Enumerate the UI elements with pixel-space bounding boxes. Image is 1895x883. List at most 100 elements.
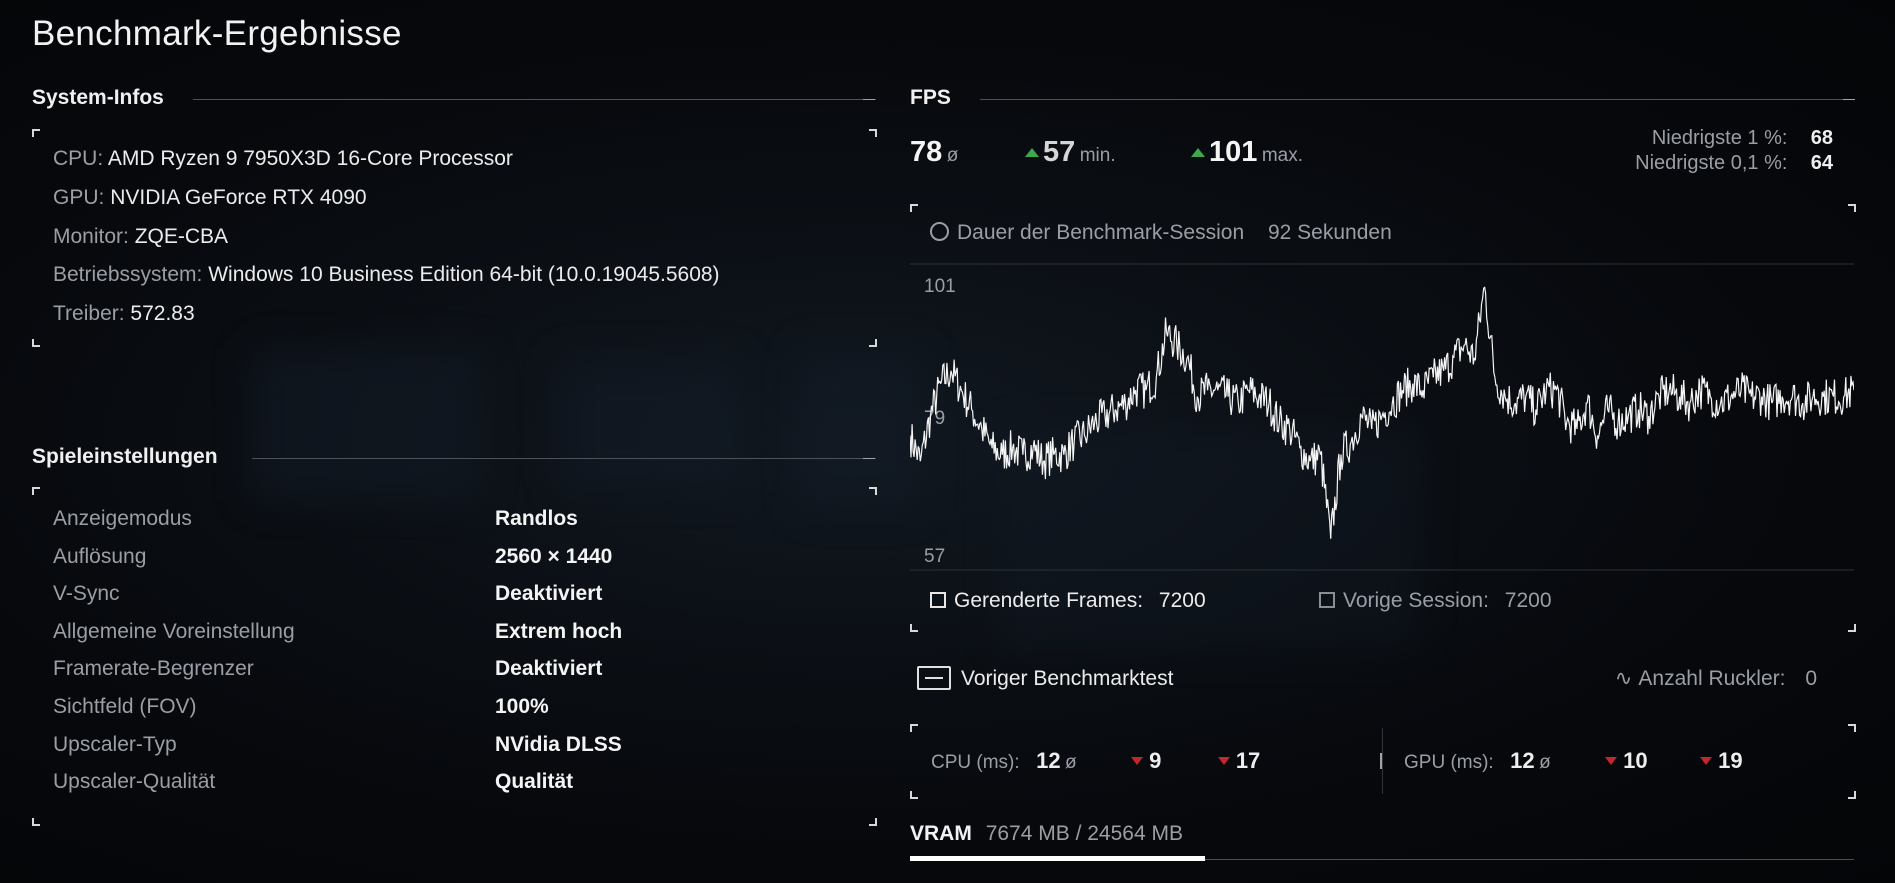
fps-line-segment (1032, 439, 1044, 475)
frame-corner (32, 487, 40, 495)
fps-line-segment (1063, 429, 1075, 470)
fps-line-segment (1473, 286, 1486, 361)
system-label: Betriebssystem: (53, 263, 203, 286)
system-value: ZQE-CBA (134, 225, 229, 248)
fps-line-segment (1709, 396, 1722, 420)
fps-line-segment (1668, 373, 1681, 412)
divider (193, 99, 876, 100)
fps-line-segment (1196, 372, 1209, 412)
rendered-frames: Gerenderte Frames: 7200 (930, 589, 1206, 613)
fps-line-segment (1453, 337, 1465, 362)
setting-label: Auflösung (53, 545, 147, 568)
fps-line-segment (1278, 405, 1291, 446)
fps-line-segment (1484, 286, 1496, 378)
fps-line-segment (1802, 381, 1814, 421)
cpu-avg-unit: ø (1065, 752, 1077, 773)
system-value: AMD Ryzen 9 7950X3D 16-Core Processor (107, 147, 513, 170)
low-01-percent: Niedrigste 0,1 %: 64 (1635, 152, 1833, 175)
fps-line-segment (1463, 337, 1475, 365)
cpu-frametime: CPU (ms): 12 ø 9 17 (931, 748, 1260, 774)
system-row-cpu: CPU: AMD Ryzen 9 7950X3D 16-Core Process… (53, 147, 513, 171)
fps-line-segment (1391, 380, 1404, 419)
vram-usage: VRAM 7674 MB / 24564 MB (910, 822, 1183, 846)
setting-label: Framerate-Begrenzer (53, 657, 254, 680)
fps-line-segment (1258, 382, 1270, 417)
vram-bar (910, 856, 1205, 861)
arrow-down-icon (1131, 757, 1144, 765)
fps-line-segment (1289, 418, 1301, 449)
system-label: GPU: (53, 186, 105, 209)
fps-average-unit: ø (946, 145, 959, 166)
fps-line-segment (919, 415, 932, 462)
stutter-value: 0 (1805, 667, 1817, 690)
rendered-frames-value: 7200 (1158, 589, 1206, 612)
system-row-os: Betriebssystem: Windows 10 Business Edit… (53, 263, 720, 287)
gpu-high-value: 19 (1718, 748, 1743, 773)
setting-label: Sichtfeld (FOV) (53, 695, 197, 718)
frame-corner (910, 204, 918, 212)
setting-label: Allgemeine Voreinstellung (53, 620, 295, 643)
cpu-avg-value: 12 (1036, 748, 1061, 773)
fps-line-segment (1617, 407, 1629, 437)
y-tick-label: 101 (924, 276, 956, 297)
fps-line-segment (1832, 379, 1845, 415)
fps-line-segment (1699, 375, 1711, 410)
low-1-value: 68 (1810, 127, 1833, 149)
fps-line-segment (1268, 388, 1280, 433)
fps-line-segment (1648, 390, 1660, 430)
fps-max-value: 101 (1209, 136, 1258, 168)
fps-line-segment (1176, 331, 1188, 372)
fps-line-segment (1750, 381, 1763, 416)
fps-line-segment (971, 409, 983, 430)
background-shape (250, 350, 480, 500)
fps-line-segment (1740, 372, 1752, 403)
fps-line-segment (1186, 354, 1198, 413)
frame-corner (910, 624, 918, 632)
background-shape (800, 350, 920, 510)
vram-track (910, 859, 1854, 860)
setting-value: Deaktiviert (495, 657, 603, 680)
stutter-count: ∿ Anzahl Ruckler: 0 (1615, 666, 1817, 691)
fps-line-segment (1330, 453, 1342, 539)
previous-session-value: 7200 (1504, 589, 1552, 612)
fps-line-segment (1043, 437, 1055, 480)
session-duration: Dauer der Benchmark-Session 92 Sekunden (930, 221, 1392, 245)
arrow-down-icon (1605, 757, 1618, 765)
fps-line-segment (1771, 383, 1783, 418)
setting-value: Qualität (495, 770, 574, 793)
fps-line-segment (1001, 430, 1014, 469)
fps-line-segment (1381, 403, 1393, 428)
fps-line-segment (1165, 325, 1178, 357)
fps-line-segment (950, 359, 962, 402)
stopwatch-icon (930, 222, 949, 241)
setting-value: 100% (495, 695, 549, 718)
frame-corner (32, 339, 40, 347)
setting-label: Upscaler-Qualität (53, 770, 216, 793)
fps-line-segment (1545, 372, 1557, 409)
system-value: 572.83 (130, 302, 195, 325)
fps-max-unit: max. (1261, 145, 1304, 166)
fps-line-segment (940, 362, 952, 388)
fps-line-segment (1761, 383, 1773, 421)
fps-line-segment (1309, 442, 1321, 476)
fps-line-segment (1155, 317, 1168, 378)
arrow-up-icon (1191, 148, 1205, 157)
fps-line-segment (981, 416, 993, 449)
fps-heading: FPS (910, 86, 951, 109)
previous-benchmark-button[interactable]: Voriger Benchmarktest (917, 666, 1173, 691)
fps-line-segment (1679, 379, 1691, 422)
vram-value: 7674 MB / 24564 MB (985, 822, 1183, 845)
fps-line-segment (1689, 378, 1701, 414)
session-value: 92 Sekunden (1267, 221, 1392, 244)
setting-label: Anzeigemodus (53, 507, 192, 530)
fps-line-segment (1124, 386, 1137, 421)
divider-tick (1843, 99, 1855, 100)
fps-line-segment (929, 376, 942, 417)
fps-min-value: 57 (1043, 136, 1076, 168)
low-01-label: Niedrigste 0,1 %: (1635, 152, 1788, 174)
fps-line-segment (1145, 370, 1157, 404)
monitor-icon (917, 666, 951, 690)
pulse-icon: ∿ (1614, 667, 1633, 690)
fps-line-segment (1555, 383, 1568, 431)
fps-line-segment (1432, 358, 1445, 386)
